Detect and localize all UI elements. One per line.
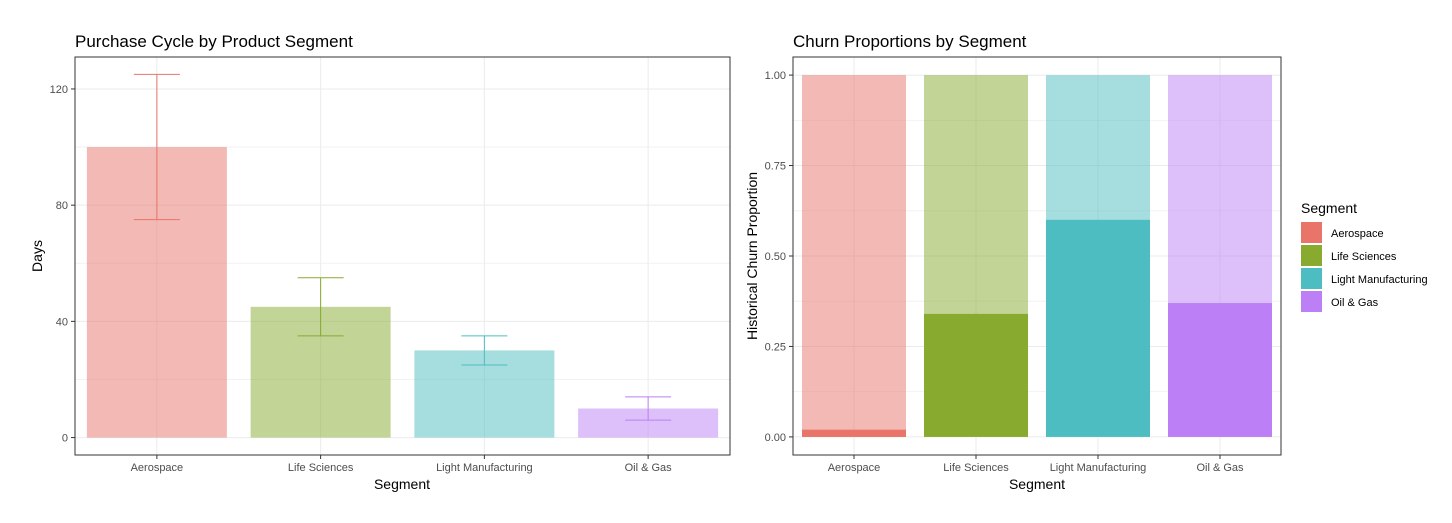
x-tick-label: Light Manufacturing (1050, 462, 1147, 474)
bar-churn (1168, 303, 1272, 437)
legend-title: Segment (1301, 200, 1357, 216)
x-tick-label: Oil & Gas (1196, 462, 1244, 474)
bar-total (802, 75, 906, 437)
x-tick-label: Oil & Gas (625, 462, 673, 474)
right-chart-title: Churn Proportions by Segment (793, 32, 1027, 51)
legend-swatch (1301, 222, 1322, 243)
legend-label: Light Manufacturing (1331, 274, 1428, 286)
y-tick-label: 1.00 (765, 70, 786, 82)
bar-churn (802, 429, 906, 437)
y-tick-label: 0.25 (765, 341, 786, 353)
y-tick-label: 0.00 (765, 432, 786, 444)
x-tick-label: Aerospace (828, 462, 881, 474)
left-x-axis-label: Segment (374, 476, 430, 492)
x-tick-label: Life Sciences (288, 462, 354, 474)
x-tick-label: Aerospace (131, 462, 184, 474)
plot-border (792, 56, 1282, 456)
plot-border (74, 56, 731, 456)
y-tick-label: 0.75 (765, 161, 786, 173)
bar-churn (1046, 219, 1150, 437)
legend-label: Life Sciences (1331, 251, 1397, 263)
legend-swatch (1301, 268, 1322, 289)
y-tick-label: 40 (56, 316, 68, 328)
left-y-axis-label: Days (29, 240, 45, 272)
right-x-axis-label: Segment (1009, 476, 1065, 492)
y-tick-label: 0.50 (765, 251, 786, 263)
legend-swatch (1301, 245, 1322, 266)
y-tick-label: 80 (56, 200, 68, 212)
y-tick-label: 120 (50, 84, 68, 96)
y-tick-label: 0 (62, 433, 68, 445)
legend-label: Aerospace (1331, 228, 1384, 240)
legend-label: Oil & Gas (1331, 297, 1379, 309)
legend-swatch (1301, 291, 1322, 312)
x-tick-label: Life Sciences (943, 462, 1009, 474)
x-tick-label: Light Manufacturing (436, 462, 533, 474)
right-y-axis-label: Historical Churn Proportion (744, 172, 760, 340)
bar-churn (924, 313, 1028, 437)
left-chart-title: Purchase Cycle by Product Segment (75, 32, 353, 51)
